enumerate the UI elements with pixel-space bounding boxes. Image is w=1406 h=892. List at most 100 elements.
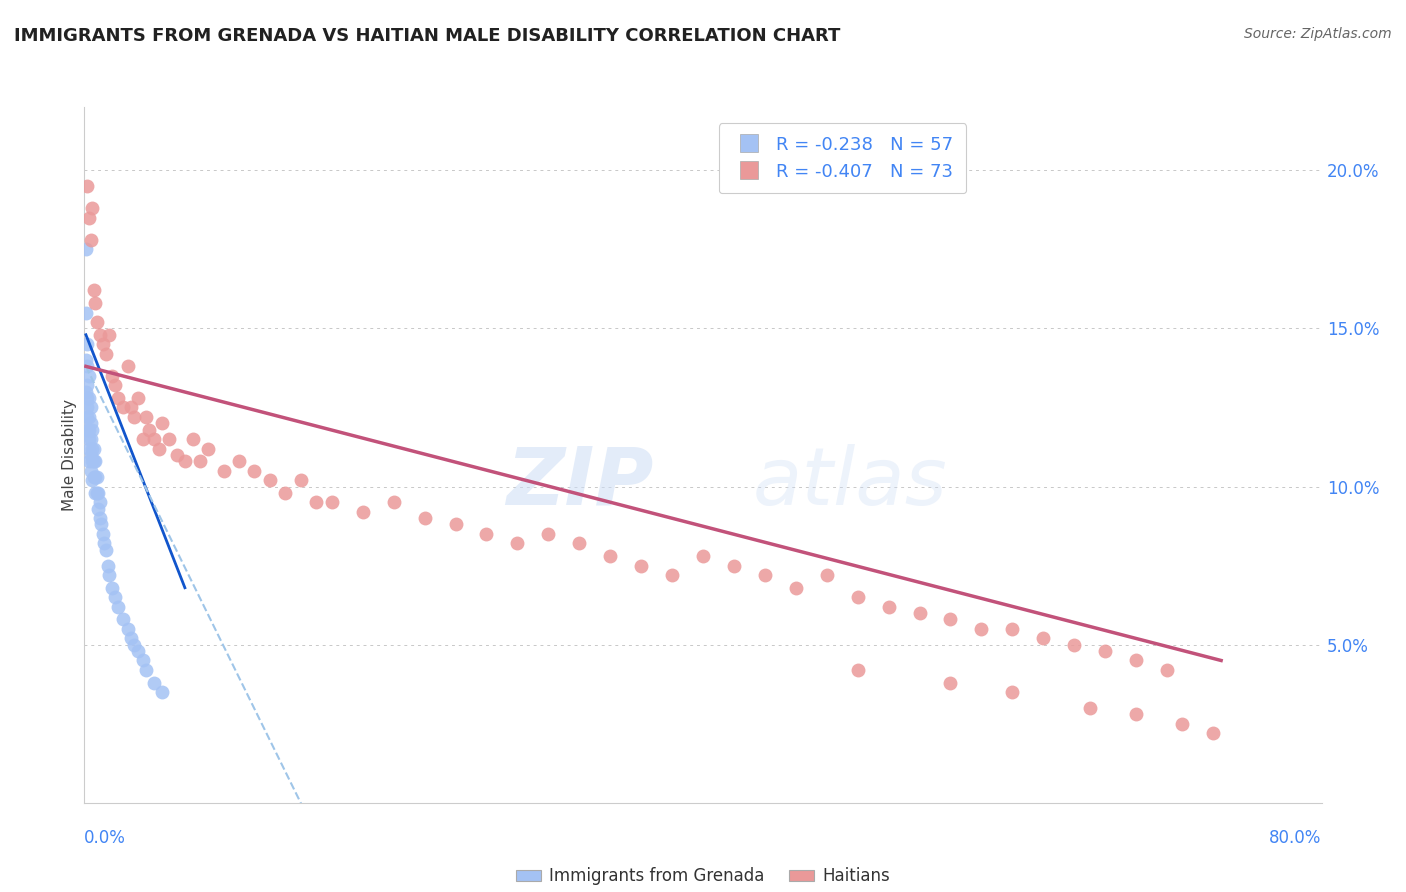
- Point: [122, 409, 145, 424]
- Point: [91, 337, 114, 351]
- Point: [79, 464, 101, 478]
- Point: [475, 527, 498, 541]
- Point: [1032, 632, 1054, 646]
- Point: [212, 464, 235, 478]
- Point: [181, 432, 204, 446]
- Point: [79, 432, 101, 446]
- Point: [506, 536, 529, 550]
- Point: [84, 470, 107, 484]
- Point: [1125, 653, 1147, 667]
- Point: [150, 417, 173, 431]
- Point: [630, 558, 652, 573]
- Point: [785, 581, 807, 595]
- Point: [970, 622, 993, 636]
- Point: [94, 347, 117, 361]
- Point: [82, 473, 104, 487]
- Point: [815, 568, 838, 582]
- Point: [89, 327, 111, 342]
- Point: [159, 432, 181, 446]
- Point: [112, 612, 135, 626]
- Point: [77, 211, 100, 225]
- Point: [568, 536, 591, 550]
- Point: [77, 454, 100, 468]
- Point: [75, 353, 97, 368]
- Point: [1202, 726, 1225, 740]
- Point: [290, 473, 312, 487]
- Point: [89, 511, 111, 525]
- Point: [107, 599, 129, 614]
- Point: [77, 368, 100, 383]
- Text: ZIP: ZIP: [506, 443, 654, 522]
- Y-axis label: Male Disability: Male Disability: [62, 399, 77, 511]
- Point: [83, 470, 105, 484]
- Point: [274, 486, 297, 500]
- Point: [101, 368, 124, 383]
- Point: [76, 423, 98, 437]
- Point: [75, 243, 97, 257]
- Point: [143, 675, 166, 690]
- Point: [87, 501, 110, 516]
- Point: [174, 454, 197, 468]
- Point: [76, 378, 98, 392]
- Point: [846, 591, 869, 605]
- Point: [413, 511, 436, 525]
- Point: [86, 486, 108, 500]
- Point: [79, 448, 101, 462]
- Point: [83, 454, 105, 468]
- Point: [352, 505, 374, 519]
- Point: [97, 558, 120, 573]
- Point: [1125, 707, 1147, 722]
- Point: [107, 391, 129, 405]
- Point: [94, 542, 117, 557]
- Point: [89, 495, 111, 509]
- Point: [243, 464, 266, 478]
- Text: 0.0%: 0.0%: [84, 829, 127, 847]
- Point: [692, 549, 714, 563]
- Text: Source: ZipAtlas.com: Source: ZipAtlas.com: [1244, 27, 1392, 41]
- Point: [77, 423, 100, 437]
- Point: [79, 401, 101, 415]
- Point: [846, 663, 869, 677]
- Point: [877, 599, 900, 614]
- Point: [166, 448, 188, 462]
- Point: [128, 391, 150, 405]
- Point: [939, 675, 962, 690]
- Point: [76, 409, 98, 424]
- Point: [228, 454, 250, 468]
- Point: [908, 606, 931, 620]
- Point: [120, 632, 142, 646]
- Point: [79, 233, 101, 247]
- Point: [117, 622, 139, 636]
- Point: [77, 409, 100, 424]
- Point: [76, 337, 98, 351]
- Point: [76, 179, 98, 194]
- Point: [120, 401, 142, 415]
- Point: [82, 201, 104, 215]
- Point: [1001, 685, 1024, 699]
- Point: [1094, 644, 1116, 658]
- Point: [138, 423, 160, 437]
- Point: [150, 685, 173, 699]
- Point: [939, 612, 962, 626]
- Point: [82, 454, 104, 468]
- Point: [82, 423, 104, 437]
- Point: [75, 384, 97, 399]
- Point: [101, 581, 124, 595]
- Point: [87, 486, 110, 500]
- Point: [1078, 701, 1101, 715]
- Point: [77, 442, 100, 456]
- Point: [76, 359, 98, 374]
- Text: IMMIGRANTS FROM GRENADA VS HAITIAN MALE DISABILITY CORRELATION CHART: IMMIGRANTS FROM GRENADA VS HAITIAN MALE …: [14, 27, 841, 45]
- Point: [86, 470, 108, 484]
- Point: [754, 568, 776, 582]
- Point: [90, 517, 112, 532]
- Point: [135, 663, 157, 677]
- Point: [98, 327, 121, 342]
- Point: [1063, 638, 1085, 652]
- Point: [305, 495, 328, 509]
- Point: [84, 454, 107, 468]
- Point: [1156, 663, 1178, 677]
- Point: [132, 432, 155, 446]
- Point: [77, 391, 100, 405]
- Point: [75, 305, 97, 319]
